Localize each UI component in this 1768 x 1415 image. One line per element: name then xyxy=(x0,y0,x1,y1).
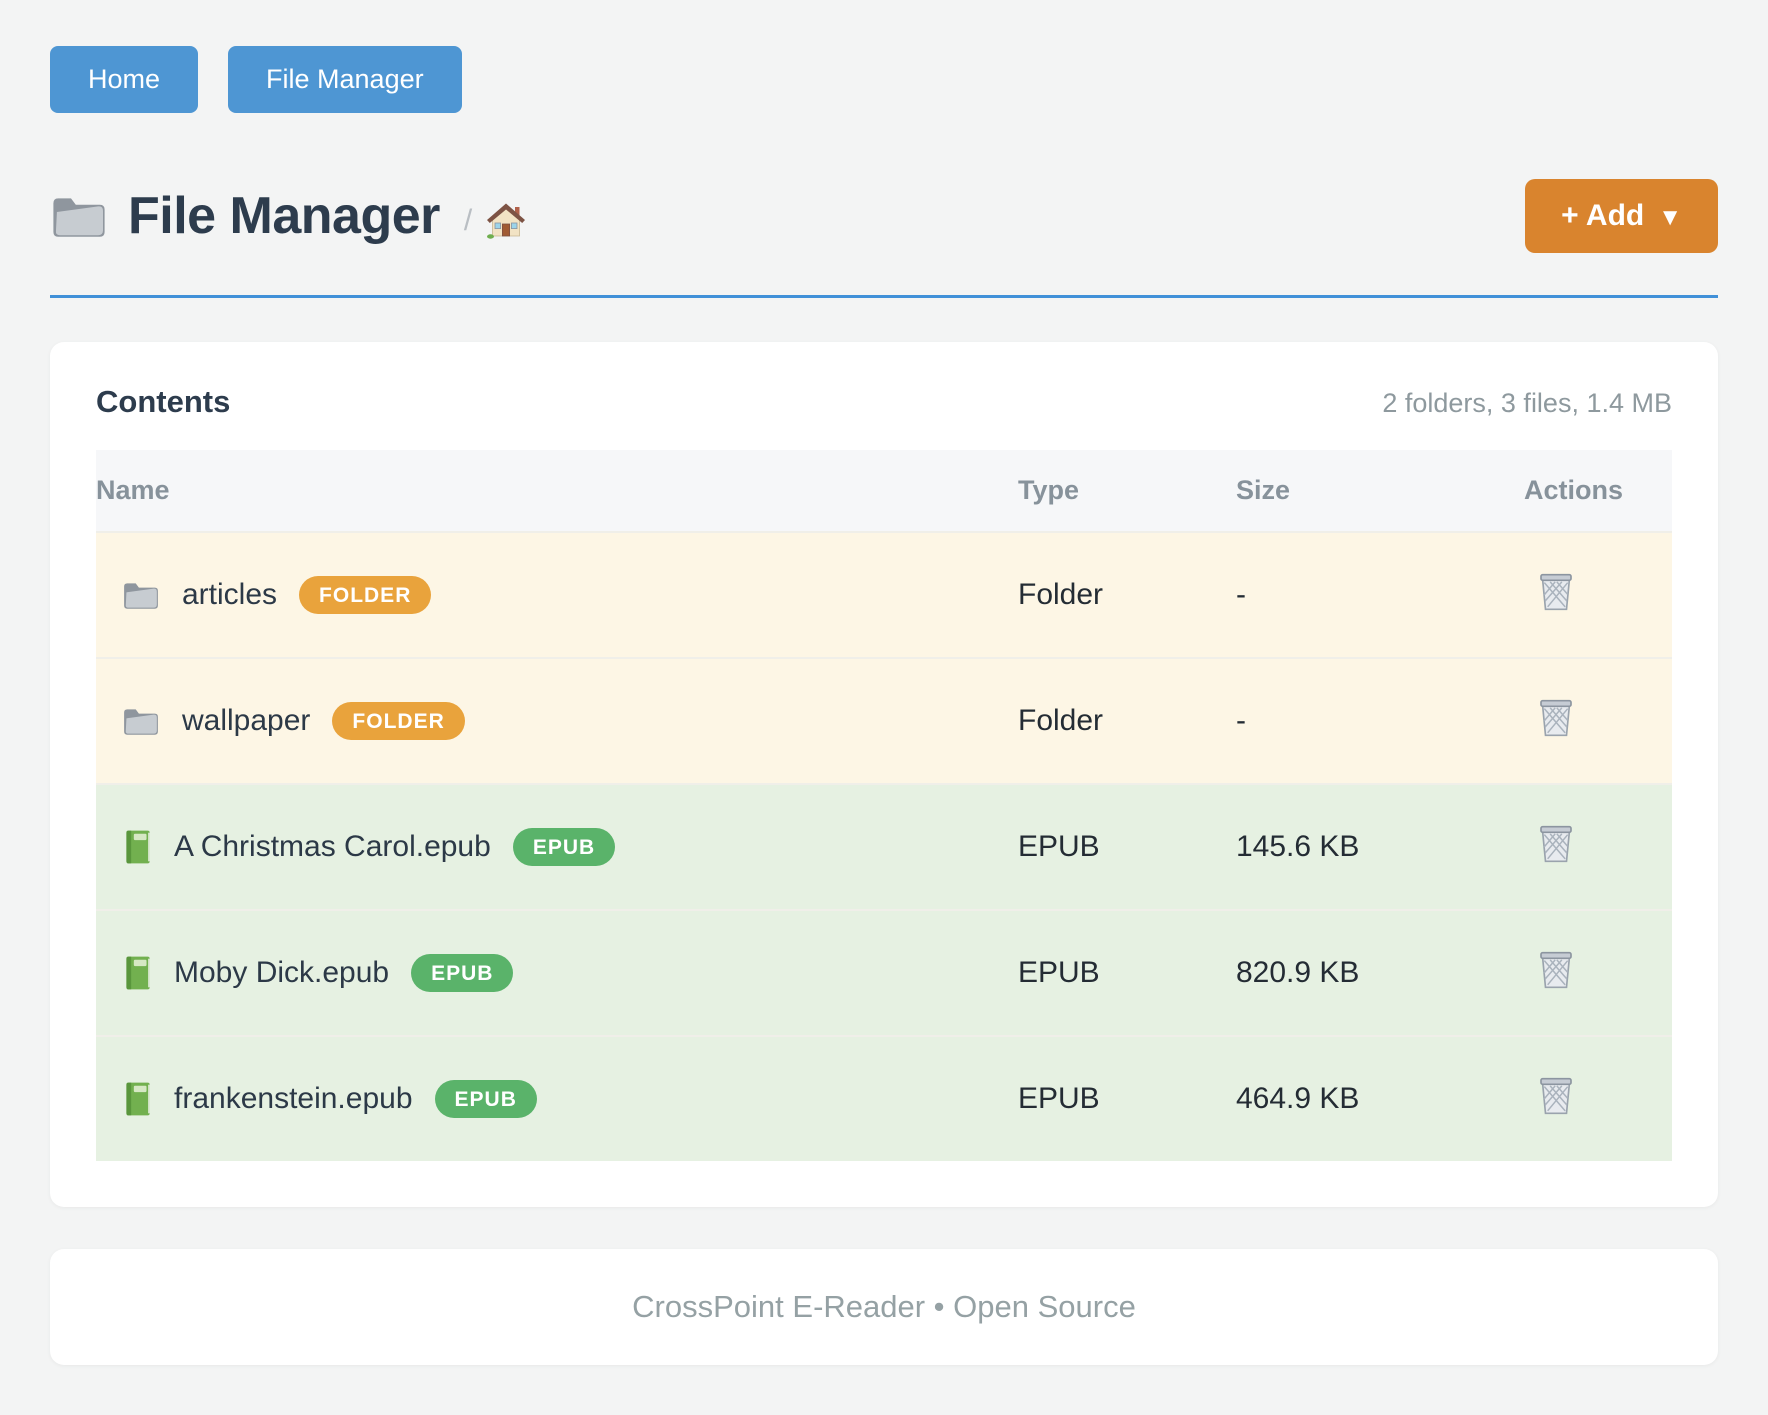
trash-icon xyxy=(1536,1073,1576,1120)
green-book-icon xyxy=(122,955,152,991)
green-book-icon xyxy=(122,1081,152,1117)
file-table-header: Name Type Size Actions xyxy=(96,450,1672,532)
title-wrap: File Manager / xyxy=(50,186,526,246)
type-cell: EPUB xyxy=(1018,783,1236,910)
top-nav: Home File Manager xyxy=(50,46,1718,113)
column-header-actions: Actions xyxy=(1524,450,1672,532)
table-row: wallpaper FOLDER Folder - xyxy=(96,657,1672,784)
file-table: Name Type Size Actions xyxy=(96,450,1672,1161)
epub-badge: EPUB xyxy=(434,1080,537,1118)
contents-card: Contents 2 folders, 3 files, 1.4 MB Name… xyxy=(50,342,1718,1207)
table-row: frankenstein.epub EPUB EPUB 464.9 KB xyxy=(96,1035,1672,1161)
folder-badge: FOLDER xyxy=(332,702,465,740)
delete-button[interactable] xyxy=(1536,569,1576,616)
home-icon[interactable] xyxy=(486,202,526,240)
footer-text: CrossPoint E-Reader • Open Source xyxy=(632,1289,1136,1324)
size-cell: 820.9 KB xyxy=(1236,909,1524,1036)
caret-down-icon: ▼ xyxy=(1658,204,1682,231)
title-underline xyxy=(50,295,1718,298)
footer: CrossPoint E-Reader • Open Source xyxy=(50,1249,1718,1365)
folder-badge: FOLDER xyxy=(299,576,432,614)
add-button[interactable]: + Add ▼ xyxy=(1525,179,1718,253)
type-cell: EPUB xyxy=(1018,909,1236,1036)
table-row: Moby Dick.epub EPUB EPUB 820.9 KB xyxy=(96,909,1672,1036)
type-cell: Folder xyxy=(1018,531,1236,658)
folder-icon xyxy=(50,192,108,240)
size-cell: 145.6 KB xyxy=(1236,783,1524,910)
column-header-name: Name xyxy=(96,450,1018,532)
delete-button[interactable] xyxy=(1536,695,1576,742)
size-cell: - xyxy=(1236,531,1524,658)
breadcrumb-separator: / xyxy=(463,204,473,237)
delete-button[interactable] xyxy=(1536,1073,1576,1120)
epub-badge: EPUB xyxy=(411,954,514,992)
table-row: A Christmas Carol.epub EPUB EPUB 145.6 K… xyxy=(96,783,1672,910)
page-title: File Manager xyxy=(128,187,440,245)
column-header-size: Size xyxy=(1236,450,1524,532)
folder-icon xyxy=(122,705,160,737)
green-book-icon xyxy=(122,829,152,865)
epub-badge: EPUB xyxy=(512,828,616,866)
home-nav-button[interactable]: Home xyxy=(50,46,199,113)
size-cell: - xyxy=(1236,657,1524,784)
file-name-link[interactable]: frankenstein.epub xyxy=(174,1082,413,1115)
trash-icon xyxy=(1536,947,1576,994)
contents-card-header: Contents 2 folders, 3 files, 1.4 MB xyxy=(96,384,1672,420)
page-header: File Manager / + Add ▼ xyxy=(50,179,1718,253)
type-cell: EPUB xyxy=(1018,1035,1236,1161)
file-name-link[interactable]: A Christmas Carol.epub xyxy=(174,830,491,863)
column-header-type: Type xyxy=(1018,450,1236,532)
delete-button[interactable] xyxy=(1536,947,1576,994)
add-button-label: + Add xyxy=(1561,199,1645,232)
table-row: articles FOLDER Folder - xyxy=(96,531,1672,658)
card-title: Contents xyxy=(96,384,231,419)
delete-button[interactable] xyxy=(1536,821,1576,868)
folder-name-link[interactable]: wallpaper xyxy=(182,704,311,737)
trash-icon xyxy=(1536,695,1576,742)
folder-name-link[interactable]: articles xyxy=(182,578,278,611)
trash-icon xyxy=(1536,821,1576,868)
trash-icon xyxy=(1536,569,1576,616)
file-manager-nav-button[interactable]: File Manager xyxy=(228,46,462,113)
file-name-link[interactable]: Moby Dick.epub xyxy=(174,956,390,989)
type-cell: Folder xyxy=(1018,657,1236,784)
contents-summary: 2 folders, 3 files, 1.4 MB xyxy=(1382,388,1672,418)
size-cell: 464.9 KB xyxy=(1236,1035,1524,1161)
folder-icon xyxy=(122,579,160,611)
